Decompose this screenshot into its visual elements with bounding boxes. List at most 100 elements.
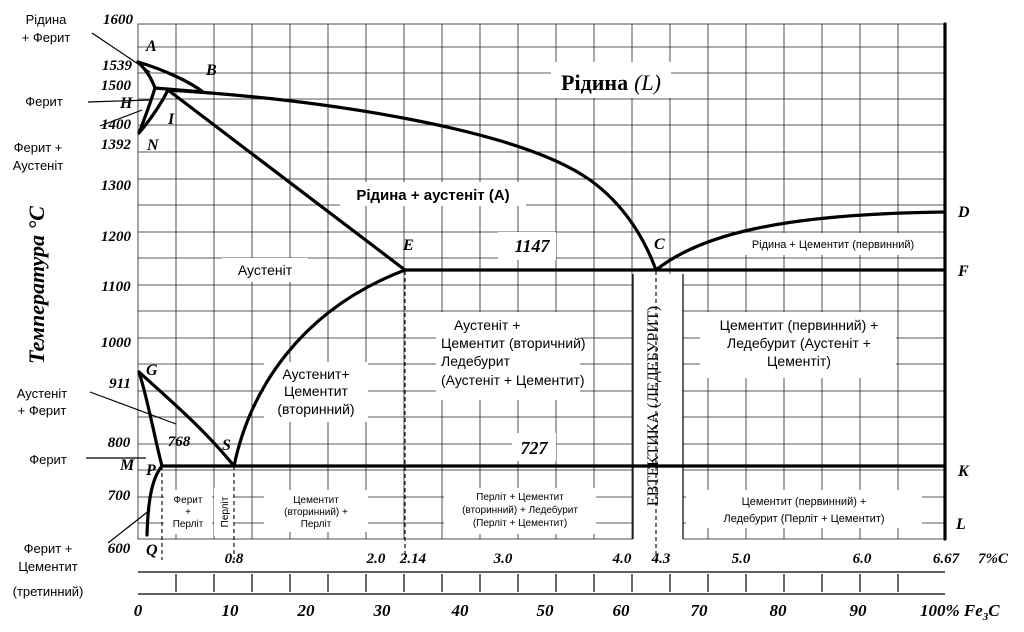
region-pearlite-ledeburite-1: Перліт + Цементит bbox=[476, 492, 564, 503]
fe3c-tick-30: 30 bbox=[373, 601, 392, 620]
point-S: S bbox=[222, 437, 231, 454]
c-tick-4.3: 4.3 bbox=[651, 551, 671, 567]
region-hyper-3: Цементіт) bbox=[767, 353, 831, 369]
region-ferrite-pearlite-3: Перліт bbox=[173, 519, 204, 530]
region-austenite-cementite-3: (вторинний) bbox=[277, 401, 354, 417]
leader-ferrite-top bbox=[87, 99, 151, 103]
c-tick-3.0: 3.0 bbox=[493, 551, 513, 567]
c-axis-unit: 7%C bbox=[978, 551, 1009, 567]
point-L: L bbox=[955, 516, 966, 533]
point-Q: Q bbox=[146, 542, 158, 559]
side-austenite-ferrite-2: + Ферит bbox=[18, 403, 67, 418]
region-labels: Рідина (L) Рідина + аустеніт (А) Рідина +… bbox=[173, 70, 914, 530]
leader-ferrite-austenite bbox=[99, 109, 143, 127]
fe3c-tick-60: 60 bbox=[613, 601, 631, 620]
point-I: I bbox=[167, 111, 175, 128]
side-liquid-ferrite-2: + Ферит bbox=[22, 30, 71, 45]
fe3c-tick-0: 0 bbox=[134, 601, 143, 620]
c-tick-6.0: 6.0 bbox=[853, 551, 872, 567]
curve-IN bbox=[137, 88, 170, 135]
point-C: C bbox=[654, 236, 665, 253]
fe3c-tick-50: 50 bbox=[537, 601, 555, 620]
fe3c-tick-100-unit: 100% Fe3C bbox=[920, 601, 1000, 623]
c-tick-0.8: 0.8 bbox=[225, 551, 244, 567]
y-tick-1500: 1500 bbox=[101, 78, 132, 94]
isotherm-1147: 1147 bbox=[514, 236, 550, 256]
fe3c-tick-100: 100 bbox=[920, 601, 946, 620]
c-tick-7: 7 bbox=[978, 551, 986, 567]
curve-AH bbox=[136, 60, 157, 90]
curve-IE-solidus bbox=[166, 88, 407, 272]
leader-lines bbox=[86, 32, 177, 544]
y-tick-911: 911 bbox=[109, 376, 131, 392]
region-liquid-cementite: Рідина + Цементит (первинний) bbox=[752, 239, 914, 251]
region-austenite-cementite-1: Аустенит+ bbox=[282, 366, 349, 382]
curve-CD-liquidus bbox=[654, 210, 947, 272]
region-cementite-pearlite-3: Перліт bbox=[301, 519, 332, 530]
carbon-axis: 0.8 2.0 2.14 3.0 4.0 4.3 5.0 6.0 6.67 7%… bbox=[138, 551, 1009, 573]
region-cementite-pearlite-1: Цементит bbox=[293, 495, 339, 506]
side-ferrite-austenite-1: Ферит + bbox=[14, 140, 63, 155]
y-tick-700: 700 bbox=[108, 488, 131, 504]
point-M: M bbox=[119, 457, 135, 474]
region-cementite-pearlite-2: (вторинний) + bbox=[284, 507, 348, 518]
c-tick-6.67: 6.67 bbox=[933, 551, 960, 567]
curve-GS-a3 bbox=[137, 370, 236, 468]
region-cementite-ledeburite-1: Цементит (первинний) + bbox=[742, 496, 867, 508]
side-ferrite-cementite-2: Цементит bbox=[18, 559, 77, 574]
y-axis-ticks: 1600 1539 1500 1400 1392 1300 1200 1100 … bbox=[101, 12, 134, 557]
side-ferrite-top: Ферит bbox=[25, 94, 63, 109]
boundary-lines bbox=[161, 22, 947, 560]
region-austenite-cementite-2: Цементит bbox=[284, 383, 349, 399]
region-ferrite-pearlite-2: + bbox=[185, 507, 191, 518]
y-tick-600: 600 bbox=[108, 541, 131, 557]
region-hypo-3: Ледебурит bbox=[441, 353, 511, 369]
region-eutectic-ledeburite: ЕВТЕКТИКА (ЛЕДЕБУРИТ) bbox=[645, 306, 662, 506]
fe3c-unit-subscript: 3 bbox=[982, 611, 989, 623]
side-liquid-ferrite-1: Рідина bbox=[26, 12, 68, 27]
y-tick-1392: 1392 bbox=[101, 137, 132, 153]
point-F: F bbox=[957, 263, 969, 280]
isotherm-727: 727 bbox=[521, 438, 549, 458]
fe3c-axis: 0 10 20 30 40 50 60 70 80 90 100% Fe3C bbox=[134, 574, 1000, 623]
curve-PQ bbox=[145, 464, 164, 537]
fe3c-tick-10: 10 bbox=[222, 601, 240, 620]
region-hyper-2: Ледебурит (Аустеніт + bbox=[727, 335, 871, 351]
isotherm-768: 768 bbox=[168, 434, 191, 450]
fe3c-unit: % Fe bbox=[946, 601, 984, 620]
region-hypo-1: Аустеніт + bbox=[454, 317, 520, 333]
leader-austenite-ferrite bbox=[89, 391, 177, 425]
point-B: B bbox=[205, 62, 217, 79]
curve-BC-liquidus bbox=[166, 88, 658, 272]
y-tick-1600: 1600 bbox=[103, 12, 134, 28]
region-pearlite-ledeburite-2: (вторинний) + Ледебурит bbox=[462, 504, 578, 516]
point-A: A bbox=[145, 38, 157, 55]
side-ferrite-cementite-3: (третинний) bbox=[13, 584, 84, 599]
y-tick-1200: 1200 bbox=[101, 229, 132, 245]
y-tick-800: 800 bbox=[108, 435, 131, 451]
point-labels: A B H I N E C D F G S M P Q K L bbox=[119, 38, 970, 559]
side-ferrite-austenite-2: Аустеніт bbox=[13, 158, 63, 173]
y-tick-1100: 1100 bbox=[101, 279, 131, 295]
point-P: P bbox=[145, 462, 156, 479]
region-liquid-symbol: (L) bbox=[634, 70, 661, 95]
region-pearlite: Перліт bbox=[220, 496, 231, 527]
point-N: N bbox=[146, 137, 160, 154]
region-liquid-word: Рідина bbox=[561, 70, 628, 95]
c-unit-text: %C bbox=[986, 551, 1009, 567]
c-tick-4.0: 4.0 bbox=[612, 551, 632, 567]
point-G: G bbox=[146, 362, 158, 379]
point-E: E bbox=[402, 237, 414, 254]
region-liquid: Рідина (L) bbox=[561, 70, 661, 95]
y-axis-title: Температура °С bbox=[24, 206, 49, 364]
region-pearlite-ledeburite-3: (Перліт + Цементит) bbox=[473, 518, 567, 529]
region-liquid-austenite: Рідина + аустеніт (А) bbox=[356, 187, 509, 204]
side-ferrite-cementite-1: Ферит + bbox=[24, 541, 73, 556]
point-D: D bbox=[957, 204, 970, 221]
fe3c-tick-90: 90 bbox=[850, 601, 868, 620]
region-hypo-4: (Аустеніт + Цементит) bbox=[441, 372, 585, 388]
curve-ES-acm bbox=[232, 268, 407, 468]
fe3c-tick-40: 40 bbox=[451, 601, 470, 620]
point-H: H bbox=[119, 95, 133, 112]
